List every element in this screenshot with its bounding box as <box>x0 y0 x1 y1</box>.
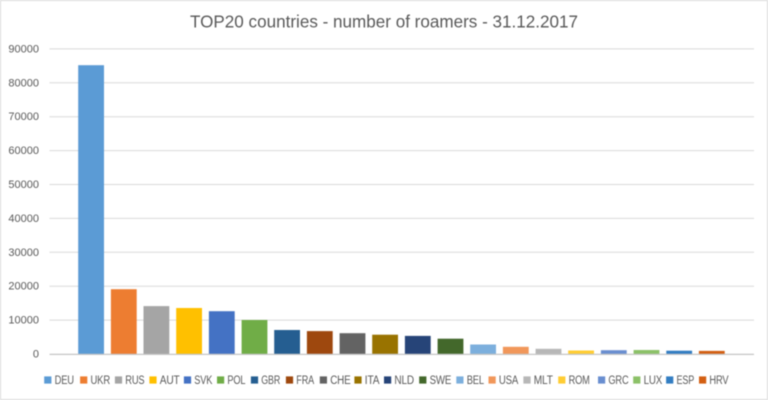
svg-text:POL: POL <box>227 375 246 387</box>
svg-text:ESP: ESP <box>677 375 695 387</box>
svg-text:30000: 30000 <box>8 247 39 259</box>
svg-text:10000: 10000 <box>8 315 39 327</box>
svg-text:ITA: ITA <box>365 375 380 387</box>
svg-text:TOP20 countries - number of ro: TOP20 countries - number of roamers - 31… <box>190 11 578 31</box>
svg-text:CHE: CHE <box>330 375 351 387</box>
svg-text:GRC: GRC <box>608 375 628 387</box>
svg-text:80000: 80000 <box>8 77 39 89</box>
svg-text:GBR: GBR <box>261 375 280 387</box>
svg-text:90000: 90000 <box>8 43 39 55</box>
svg-text:NLD: NLD <box>394 375 414 387</box>
svg-text:HRV: HRV <box>709 375 728 387</box>
svg-text:SVK: SVK <box>194 375 212 387</box>
svg-text:0: 0 <box>33 349 39 361</box>
svg-text:UKR: UKR <box>91 375 111 387</box>
svg-text:LUX: LUX <box>644 375 663 387</box>
svg-text:USA: USA <box>499 375 519 387</box>
svg-text:50000: 50000 <box>8 179 39 191</box>
svg-text:BEL: BEL <box>467 375 485 387</box>
svg-text:DEU: DEU <box>55 375 74 387</box>
svg-text:40000: 40000 <box>8 213 39 225</box>
svg-text:SWE: SWE <box>430 375 452 387</box>
svg-text:MLT: MLT <box>534 375 553 387</box>
svg-text:ROM: ROM <box>569 375 590 387</box>
svg-text:FRA: FRA <box>296 375 314 387</box>
svg-text:AUT: AUT <box>160 375 180 387</box>
svg-text:70000: 70000 <box>8 111 39 123</box>
svg-text:60000: 60000 <box>8 145 39 157</box>
svg-text:RUS: RUS <box>125 375 145 387</box>
svg-text:20000: 20000 <box>8 281 39 293</box>
